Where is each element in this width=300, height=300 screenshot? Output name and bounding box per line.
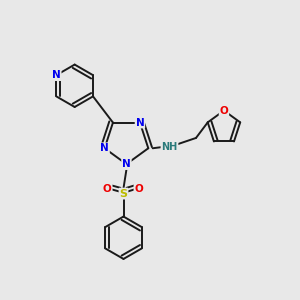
Text: S: S [119, 189, 128, 199]
Text: N: N [136, 118, 144, 128]
Text: N: N [100, 143, 109, 153]
Text: N: N [52, 70, 61, 80]
Text: N: N [122, 159, 131, 169]
Text: O: O [134, 184, 143, 194]
Text: O: O [220, 106, 228, 116]
Text: NH: NH [161, 142, 178, 152]
Text: O: O [103, 184, 112, 194]
